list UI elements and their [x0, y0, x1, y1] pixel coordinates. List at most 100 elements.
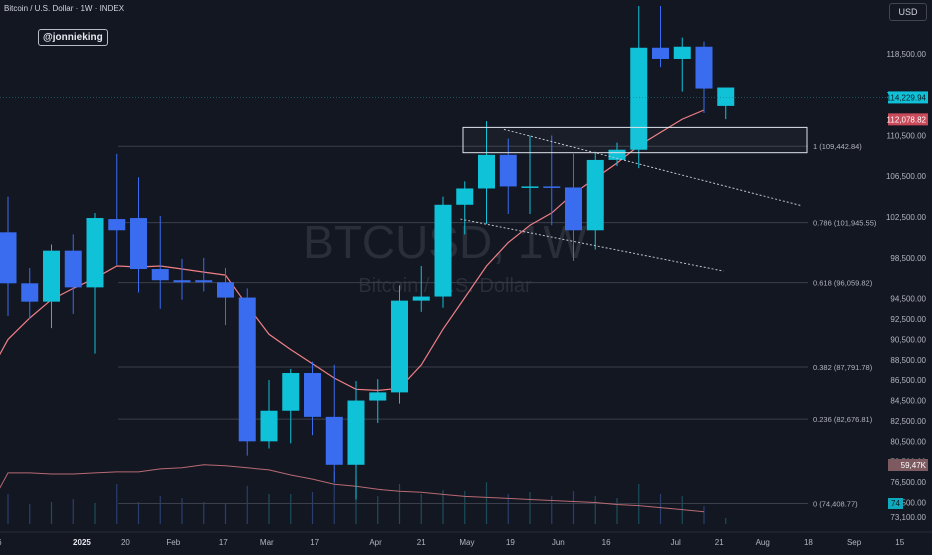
candle-body — [86, 218, 104, 288]
fib-level-label: 0.236 (82,676.81) — [813, 415, 873, 424]
x-axis-tick-label: 19 — [506, 538, 515, 547]
candle-body — [130, 218, 147, 270]
candle-body — [717, 87, 735, 106]
ema-slow-tag: 59,47K — [901, 461, 927, 470]
x-axis-tick-label: 17 — [310, 538, 319, 547]
y-axis-tick-label: 84,500.00 — [890, 397, 926, 406]
x-axis-tick-label: May — [459, 538, 474, 547]
volume-bar — [572, 491, 575, 524]
candle-body — [652, 47, 669, 59]
x-axis-tick-label: 17 — [219, 538, 228, 547]
candle-body — [0, 232, 17, 284]
y-axis-tick-label: 74,500.00 — [890, 499, 926, 508]
volume-bar — [268, 494, 270, 524]
candle-body — [608, 149, 626, 160]
x-axis-tick-label: Feb — [166, 538, 180, 547]
last-price-tag: 114,229.94 — [887, 93, 927, 102]
candle-body — [260, 410, 278, 442]
ema-slow-line — [0, 464, 705, 513]
volume-bar — [442, 490, 444, 524]
y-axis-tick-label: 94,500.00 — [890, 295, 926, 304]
candle-body — [304, 373, 321, 417]
y-axis-tick-label: 102,500.00 — [886, 213, 927, 222]
volume-bar — [638, 484, 640, 524]
volume-bar — [377, 496, 379, 524]
fib-level-label: 1 (109,442.84) — [813, 142, 862, 151]
y-axis-tick-label: 73,100.00 — [890, 513, 926, 522]
volume-bar — [7, 494, 9, 524]
candle-body — [434, 204, 452, 297]
y-axis-tick-label: 106,500.00 — [886, 172, 927, 181]
volume-bar — [290, 494, 292, 524]
volume-bar — [94, 503, 96, 524]
candle-body — [43, 250, 60, 302]
volume-bar — [50, 502, 53, 524]
volume-tag: 74 — [891, 499, 900, 508]
y-axis-tick-label: 98,500.00 — [890, 254, 926, 263]
x-axis-tick-label: 21 — [417, 538, 426, 547]
x-axis-tick-label: Mar — [260, 538, 274, 547]
candle-body — [325, 416, 343, 465]
candle-body — [369, 392, 387, 401]
candle-body — [543, 186, 561, 188]
candle-body — [630, 47, 648, 150]
fib-level-label: 0.382 (87,791.78) — [813, 363, 873, 372]
x-axis-tick-label: 15 — [895, 538, 904, 547]
x-axis-tick-label: 16 — [602, 538, 611, 547]
x-axis-tick-label: 2025 — [73, 538, 91, 547]
volume-bar — [311, 492, 314, 524]
y-axis-tick-label: 90,500.00 — [890, 335, 926, 344]
candle-body — [456, 188, 474, 205]
resistance-zone — [462, 126, 808, 154]
x-axis-tick-label: 18 — [804, 538, 813, 547]
x-axis-tick-label: Aug — [756, 538, 770, 547]
volume-bar — [551, 496, 553, 524]
volume-tag-bg — [888, 498, 903, 509]
candle-body — [478, 154, 495, 189]
volume-bar — [246, 486, 248, 524]
volume-bar — [203, 502, 205, 524]
y-axis-tick-label: 92,500.00 — [890, 315, 926, 324]
candle-body — [195, 280, 213, 283]
volume-bar — [181, 498, 183, 524]
y-axis-tick-label: 86,500.00 — [890, 376, 926, 385]
x-axis-tick-label: 20 — [121, 538, 130, 547]
volume-bar — [507, 494, 509, 524]
volume-bar — [72, 499, 74, 524]
volume-bar — [398, 484, 401, 524]
candle-body — [521, 186, 539, 188]
candle-body — [21, 283, 39, 302]
volume-bar — [116, 484, 118, 524]
candle-body — [695, 46, 713, 89]
volume-bar — [659, 494, 662, 524]
fib-level-label: 0.618 (96,059.82) — [813, 279, 873, 288]
y-axis-tick-label: 80,500.00 — [890, 437, 926, 446]
y-axis-tick-label: 88,500.00 — [890, 356, 926, 365]
candle-body — [499, 154, 517, 187]
candle-body — [673, 46, 691, 59]
fib-level-label: 0 (74,408.77) — [813, 499, 858, 508]
volume-bar — [159, 496, 161, 524]
candle-body — [565, 187, 582, 231]
volume-bar — [355, 478, 357, 524]
volume-bar — [464, 491, 466, 524]
candle-body — [586, 159, 604, 231]
x-axis-tick-label: 21 — [715, 538, 724, 547]
candle-body — [151, 269, 169, 281]
y-axis-tick-label: 76,500.00 — [890, 478, 926, 487]
trendline — [503, 128, 802, 207]
x-axis-tick-label: 16 — [0, 538, 2, 547]
currency-button[interactable]: USD — [889, 3, 927, 21]
volume-bar — [529, 492, 531, 524]
volume-bar — [725, 518, 727, 524]
candle-body — [347, 400, 365, 465]
candle-body — [391, 300, 408, 393]
x-axis-tick-label: Apr — [369, 538, 382, 547]
volume-bar — [333, 472, 335, 524]
x-axis-tick-label: Sep — [847, 538, 862, 547]
ema-fast-tag: 112,078.82 — [887, 115, 927, 124]
ema-fast-line — [0, 109, 705, 392]
candle-body — [282, 373, 300, 411]
